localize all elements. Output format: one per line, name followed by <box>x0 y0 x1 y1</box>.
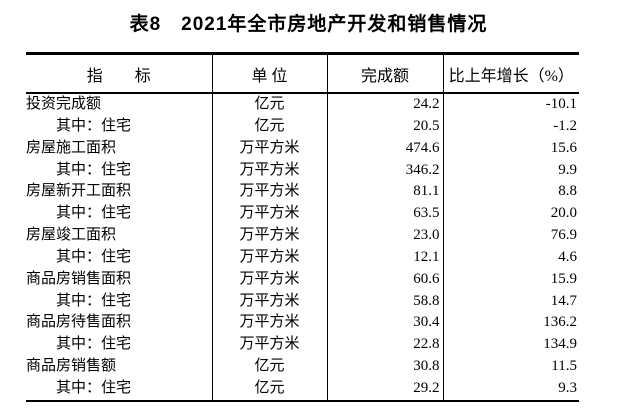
indicator-cell: 其中：住宅 <box>26 246 213 269</box>
table-row: 其中：住宅 万平方米 22.8 134.9 <box>26 334 579 357</box>
indicator-cell: 商品房销售面积 <box>26 268 213 291</box>
value-cell: 24.2 <box>327 93 444 116</box>
indicator-cell: 其中：住宅 <box>26 159 213 182</box>
unit-cell: 万平方米 <box>212 181 328 204</box>
header-row: 指 标 单 位 完成额 比上年增长（%） <box>26 53 579 94</box>
growth-cell: 20.0 <box>550 205 577 222</box>
value-cell: 22.8 <box>327 334 444 357</box>
table-row: 其中：住宅 万平方米 12.1 4.6 <box>26 246 579 269</box>
indicator-cell: 商品房待售面积 <box>26 312 213 335</box>
indicator-cell: 其中：住宅 <box>26 115 213 138</box>
table-row: 商品房销售额 亿元 30.8 11.5 <box>26 356 579 378</box>
indicator-cell: 房屋竣工面积 <box>26 225 213 247</box>
value-cell: 29.2 <box>327 377 444 401</box>
value-cell: 30.8 <box>327 356 444 378</box>
indicator-cell: 房屋新开工面积 <box>26 181 213 204</box>
real-estate-stats-table: 指 标 单 位 完成额 比上年增长（%） 投资完成额 亿元 24.2 -10.1… <box>26 52 579 402</box>
growth-cell: 4.6 <box>558 248 577 265</box>
unit-cell: 亿元 <box>212 115 328 138</box>
unit-cell: 万平方米 <box>212 246 328 269</box>
value-cell: 60.6 <box>327 268 444 291</box>
unit-cell: 万平方米 <box>212 203 328 226</box>
growth-cell: 9.9 <box>558 161 577 178</box>
table-row: 其中：住宅 万平方米 58.8 14.7 <box>26 290 579 313</box>
header-value: 完成额 <box>327 53 444 94</box>
header-unit: 单 位 <box>212 53 328 94</box>
table-header: 指 标 单 位 完成额 比上年增长（%） <box>26 53 579 94</box>
indicator-cell: 商品房销售额 <box>26 356 213 378</box>
value-cell: 81.1 <box>327 181 444 204</box>
indicator-cell: 房屋施工面积 <box>26 137 213 160</box>
growth-cell: 134.9 <box>543 336 577 353</box>
value-cell: 20.5 <box>327 115 444 138</box>
unit-cell: 万平方米 <box>212 159 328 182</box>
unit-cell: 万平方米 <box>212 225 328 247</box>
unit-cell: 万平方米 <box>212 290 328 313</box>
table-row: 其中：住宅 万平方米 346.2 9.9 <box>26 159 579 182</box>
table-row: 商品房待售面积 万平方米 30.4 136.2 <box>26 312 579 335</box>
table-row: 其中：住宅 亿元 29.2 9.3 <box>26 377 579 401</box>
growth-cell: 76.9 <box>550 227 577 244</box>
page-title: 表8 2021年全市房地产开发和销售情况 <box>129 14 488 35</box>
growth-cell: 15.9 <box>550 270 577 287</box>
indicator-cell: 其中：住宅 <box>26 334 213 357</box>
growth-cell: -10.1 <box>545 96 577 112</box>
value-cell: 63.5 <box>327 203 444 226</box>
growth-cell: 8.8 <box>558 183 577 200</box>
unit-cell: 亿元 <box>212 377 328 401</box>
header-indicator: 指 标 <box>26 53 213 94</box>
table-row: 其中：住宅 万平方米 63.5 20.0 <box>26 203 579 226</box>
indicator-cell: 其中：住宅 <box>26 290 213 313</box>
unit-cell: 亿元 <box>212 356 328 378</box>
growth-cell: 136.2 <box>543 314 577 331</box>
growth-cell: 14.7 <box>550 292 577 309</box>
table-row: 其中：住宅 亿元 20.5 -1.2 <box>26 115 579 138</box>
indicator-cell: 其中：住宅 <box>26 377 213 401</box>
growth-cell: 9.3 <box>558 379 577 396</box>
unit-cell: 万平方米 <box>212 137 328 160</box>
header-growth: 比上年增长（%） <box>443 53 579 94</box>
unit-cell: 亿元 <box>212 93 328 116</box>
table-body: 投资完成额 亿元 24.2 -10.1 其中：住宅 亿元 20.5 -1.2 房… <box>26 93 579 401</box>
value-cell: 58.8 <box>327 290 444 313</box>
indicator-cell: 其中：住宅 <box>26 203 213 226</box>
table-row: 房屋新开工面积 万平方米 81.1 8.8 <box>26 181 579 204</box>
value-cell: 30.4 <box>327 312 444 335</box>
value-cell: 474.6 <box>327 137 444 160</box>
unit-cell: 万平方米 <box>212 268 328 291</box>
value-cell: 346.2 <box>327 159 444 182</box>
growth-cell: 11.5 <box>551 358 577 375</box>
value-cell: 12.1 <box>327 246 444 269</box>
growth-cell: -1.2 <box>553 117 577 134</box>
indicator-cell: 投资完成额 <box>26 93 213 116</box>
table-row: 房屋施工面积 万平方米 474.6 15.6 <box>26 137 579 160</box>
table-row: 房屋竣工面积 万平方米 23.0 76.9 <box>26 225 579 247</box>
unit-cell: 万平方米 <box>212 312 328 335</box>
value-cell: 23.0 <box>327 225 444 247</box>
table-row: 商品房销售面积 万平方米 60.6 15.9 <box>26 268 579 291</box>
table-row: 投资完成额 亿元 24.2 -10.1 <box>26 93 579 116</box>
growth-cell: 15.6 <box>550 139 577 156</box>
unit-cell: 万平方米 <box>212 334 328 357</box>
